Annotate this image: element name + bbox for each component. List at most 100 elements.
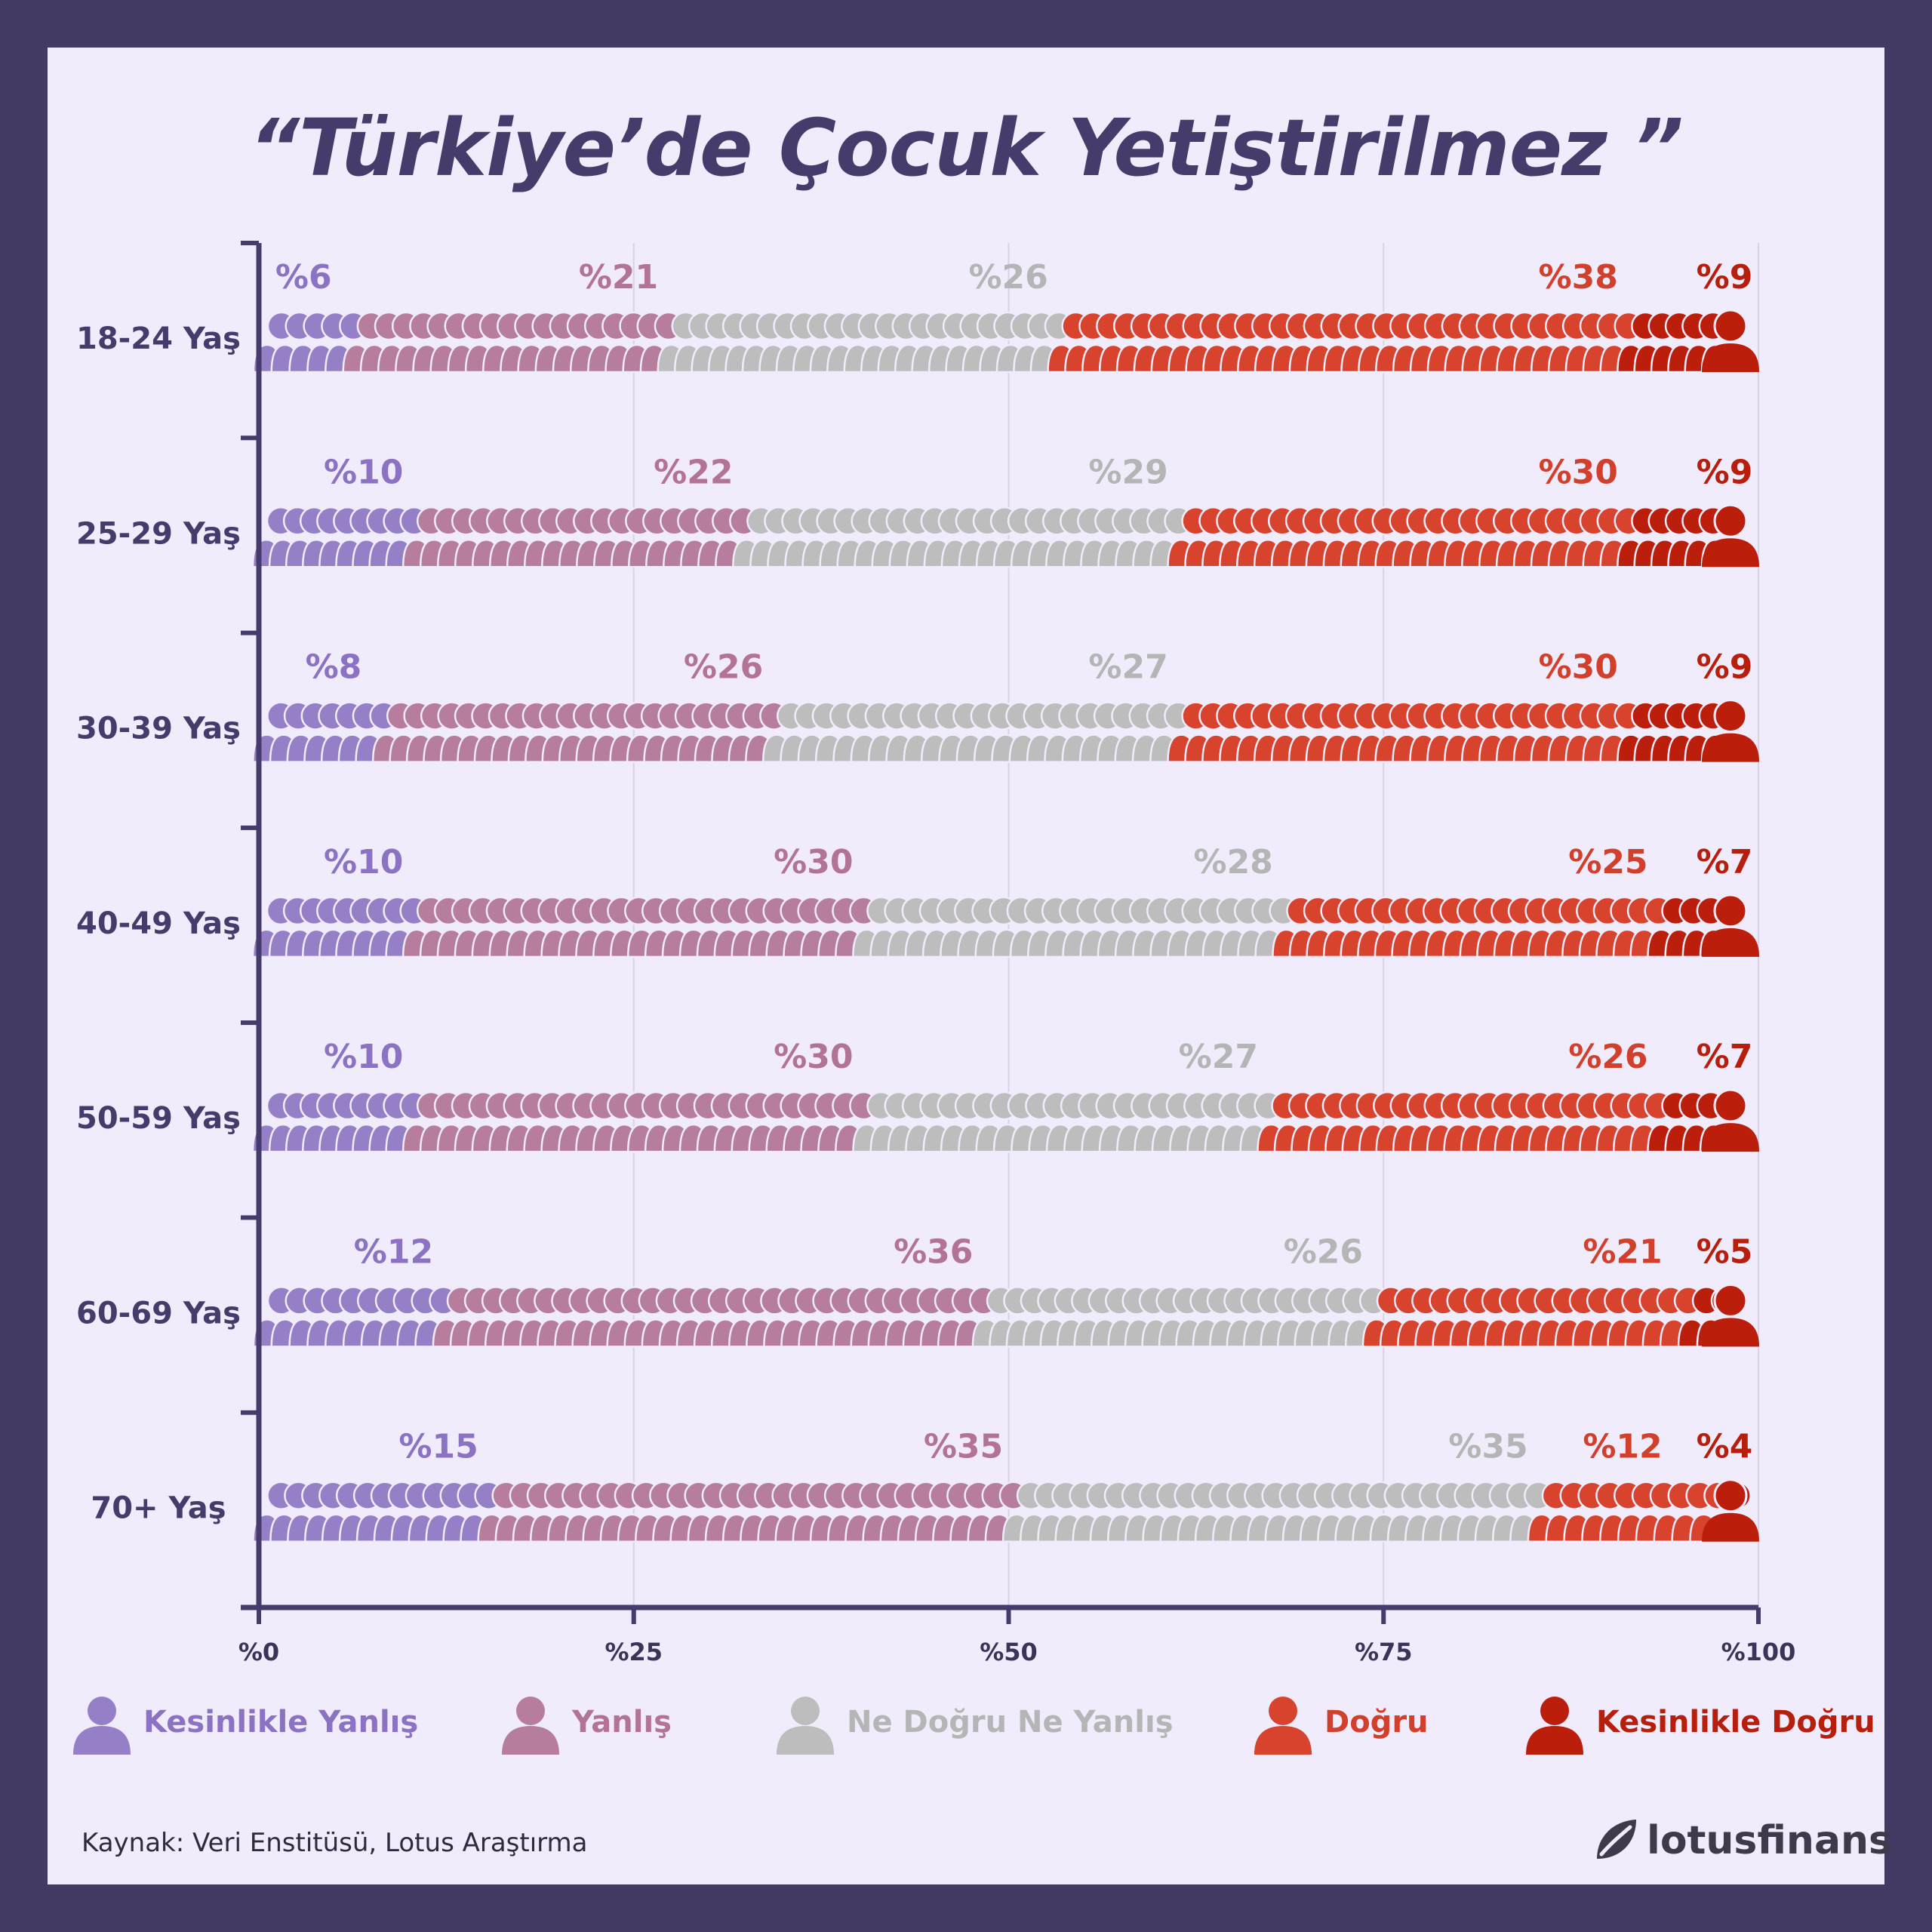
y-tick-label: 60-69 Yaş xyxy=(76,1296,241,1331)
end-person-body xyxy=(1702,733,1759,762)
grid-lines xyxy=(632,243,1759,1607)
bar-segment xyxy=(1167,506,1643,568)
legend-label: Yanlış xyxy=(572,1705,672,1740)
source-note: Kaynak: Veri Enstitüsü, Lotus Araştırma xyxy=(82,1828,588,1858)
bar-segment xyxy=(852,1091,1283,1153)
person-icon xyxy=(777,1697,834,1755)
end-person-head xyxy=(1713,1088,1748,1123)
bar-row: %8 %26 %27 %30 %9 xyxy=(252,648,1759,763)
y-tick-label: 30-39 Yaş xyxy=(76,712,241,746)
bar-row: %10 %22 %29 %30 %9 xyxy=(251,453,1759,568)
data-label: %38 xyxy=(1539,258,1618,297)
bar-row: %10 %30 %27 %26 %7 xyxy=(251,1038,1759,1153)
bar-segment xyxy=(401,896,878,958)
bar-segment xyxy=(1527,1481,1733,1543)
data-label: %26 xyxy=(1284,1232,1363,1271)
bar-segment xyxy=(761,701,1193,763)
legend-label: Doğru xyxy=(1324,1705,1429,1740)
data-label: %10 xyxy=(324,1038,403,1076)
legend-label: Ne Doğru Ne Yanlış xyxy=(847,1705,1174,1740)
data-label: %5 xyxy=(1697,1232,1753,1271)
data-label: %27 xyxy=(1179,1038,1258,1076)
data-label: %10 xyxy=(324,453,403,491)
legend: Kesinlikle Yanlış Yanlış Ne Doğru Ne Yan… xyxy=(72,1694,1875,1755)
bar-row: %15 %35 %35 %12 %4 xyxy=(252,1428,1759,1543)
y-tick-label: 18-24 Yaş xyxy=(76,321,241,356)
bar-segment xyxy=(252,1286,458,1348)
end-person-body xyxy=(1702,343,1759,372)
bar-segment xyxy=(1361,1286,1703,1348)
data-label: %30 xyxy=(1539,648,1618,687)
end-person-body xyxy=(1702,1318,1759,1347)
y-tick-label: 25-29 Yaş xyxy=(76,516,241,551)
bar-row: %12 %36 %26 %21 %5 xyxy=(252,1232,1759,1348)
data-label: %7 xyxy=(1697,843,1753,881)
data-label: %26 xyxy=(1568,1038,1647,1076)
bar-segment xyxy=(401,506,758,568)
data-label: %27 xyxy=(1088,648,1168,687)
x-tick-label: %100 xyxy=(1721,1638,1796,1666)
data-label: %28 xyxy=(1193,843,1272,881)
bar-segment xyxy=(432,1286,998,1348)
data-label: %25 xyxy=(1568,843,1647,881)
end-person-head xyxy=(1713,699,1748,734)
bar-segment xyxy=(852,896,1298,958)
bars: %6 %21 %26 %38 %9 %10 %22 %29 %30 %9 %8 %26 %27 %30 %9… xyxy=(251,258,1759,1543)
y-tick-label: 40-49 Yaş xyxy=(76,906,241,941)
end-person-head xyxy=(1713,1283,1748,1318)
data-label: %26 xyxy=(684,648,763,687)
end-person-body xyxy=(1702,1123,1759,1152)
bar-segment xyxy=(371,701,789,763)
axes: %0 %25 %50 %75 %100 18-24 Yaş 25-29 Yaş 30-39 Y… xyxy=(76,241,1796,1666)
legend-label: Kesinlikle Doğru xyxy=(1596,1705,1875,1740)
x-tick-label: %75 xyxy=(1355,1638,1413,1666)
data-label: %21 xyxy=(579,258,658,297)
bar-segment xyxy=(1047,311,1643,374)
end-person-head xyxy=(1713,309,1748,343)
bar-row: %6 %21 %26 %38 %9 xyxy=(252,258,1759,374)
legend-label: Kesinlikle Yanlış xyxy=(143,1705,419,1740)
end-person-body xyxy=(1702,538,1759,568)
bar-segment xyxy=(477,1481,1029,1543)
data-label: %30 xyxy=(774,843,853,881)
end-person-head xyxy=(1713,1478,1748,1513)
data-label: %35 xyxy=(924,1428,1003,1466)
lotus-leaf-icon xyxy=(1597,1820,1636,1859)
person-icon xyxy=(1254,1697,1312,1755)
data-label: %26 xyxy=(968,258,1048,297)
bar-segment xyxy=(251,1091,429,1153)
end-person-body xyxy=(1702,928,1759,957)
data-label: %10 xyxy=(324,843,403,881)
bar-segment xyxy=(657,311,1074,374)
data-label: %15 xyxy=(398,1428,478,1466)
bar-segment xyxy=(1167,701,1643,763)
y-tick-label: 50-59 Yaş xyxy=(76,1101,241,1136)
bar-segment xyxy=(252,311,368,374)
brand-logo: lotusfinans xyxy=(1592,1815,1892,1868)
person-icon xyxy=(73,1697,131,1755)
bar-segment xyxy=(1001,1481,1553,1543)
data-label: %7 xyxy=(1697,1038,1753,1076)
bar-segment xyxy=(732,506,1193,568)
bar-segment xyxy=(401,1091,878,1153)
x-tick-label: %50 xyxy=(980,1638,1038,1666)
bar-segment xyxy=(251,896,429,958)
bar-segment xyxy=(1272,896,1673,958)
x-tick-label: %25 xyxy=(605,1638,663,1666)
data-label: %6 xyxy=(275,258,332,297)
data-label: %36 xyxy=(894,1232,973,1271)
end-person-head xyxy=(1713,503,1748,538)
bar-segment xyxy=(251,506,429,568)
bar-segment xyxy=(342,311,684,374)
end-person-head xyxy=(1713,894,1748,928)
data-label: %12 xyxy=(1583,1428,1662,1466)
data-label: %9 xyxy=(1697,453,1753,491)
data-label: %12 xyxy=(354,1232,433,1271)
end-person-body xyxy=(1702,1512,1759,1542)
x-tick-label: %0 xyxy=(238,1638,279,1666)
bar-segment xyxy=(252,1481,503,1543)
data-label: %22 xyxy=(654,453,733,491)
person-icon xyxy=(502,1697,559,1755)
chart-title: “Türkiye’de Çocuk Yetiştirilmez ” xyxy=(249,102,1684,194)
